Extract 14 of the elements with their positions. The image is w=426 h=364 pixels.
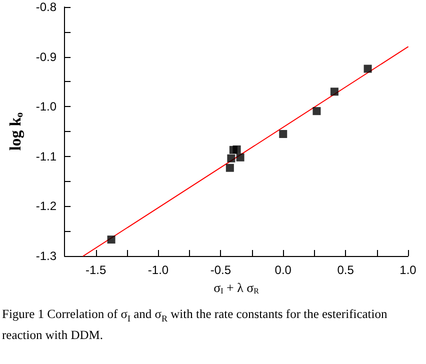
x-tick-label: -1.0 <box>148 263 169 277</box>
y-tick-label: -1.3 <box>36 249 57 263</box>
x-tick-label: 0.0 <box>274 263 292 277</box>
x-tick-label: -1.5 <box>85 263 106 277</box>
text: Figure 1 Correlation of σ$_{I}$ and σ$_{R}$ with the rate constants for the esterification reaction with DDM. <box>2 307 388 342</box>
x-tick-label: -0.5 <box>210 263 232 277</box>
y-tick-label: -1.0 <box>36 100 57 114</box>
x-tick-label: 1.0 <box>400 263 417 277</box>
x-tick-label: 0.5 <box>337 263 354 277</box>
y-tick-label: -0.8 <box>36 0 57 14</box>
y-tick-label: -0.9 <box>36 50 57 64</box>
y-tick-label: -1.2 <box>36 199 57 214</box>
y-tick-label: -1.1 <box>36 149 57 164</box>
y-axis-title: log ko <box>8 112 26 151</box>
